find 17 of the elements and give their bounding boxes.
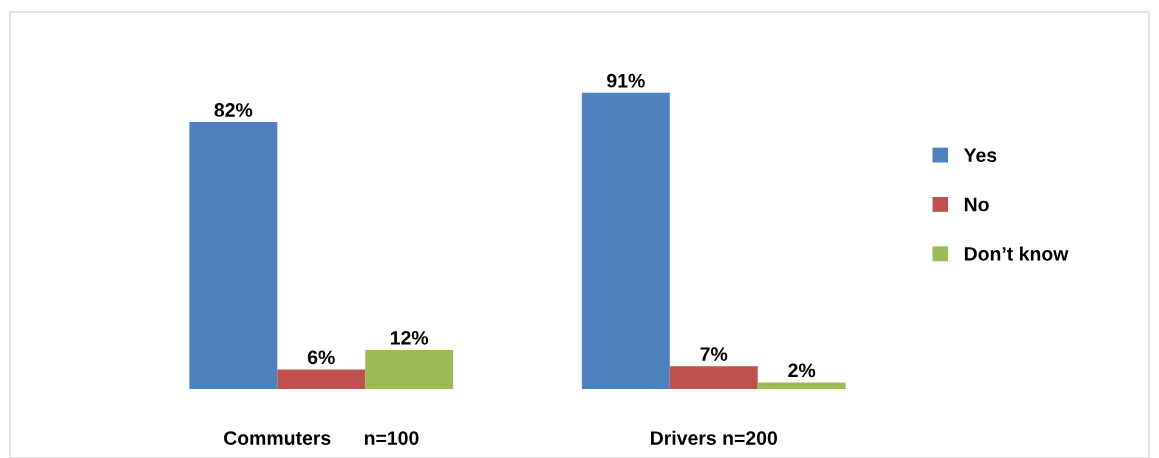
legend-label: Don’t know: [964, 246, 1069, 261]
data-label: 6%: [307, 350, 335, 365]
legend-label: Yes: [963, 148, 997, 163]
bar: [669, 366, 758, 389]
bar: [757, 382, 846, 389]
data-label: 12%: [390, 330, 429, 345]
bar: [581, 92, 670, 389]
bar: [189, 122, 278, 389]
data-label: 2%: [788, 363, 816, 378]
bar: [365, 349, 454, 389]
data-label: 7%: [700, 347, 728, 361]
bar: [277, 369, 366, 389]
x-tick-label: Drivers n=200: [651, 430, 777, 445]
data-label: 82%: [214, 103, 253, 117]
legend-label: No: [964, 197, 989, 212]
x-tick-label: Commuters n=100: [223, 431, 419, 445]
data-label: 91%: [607, 73, 645, 88]
